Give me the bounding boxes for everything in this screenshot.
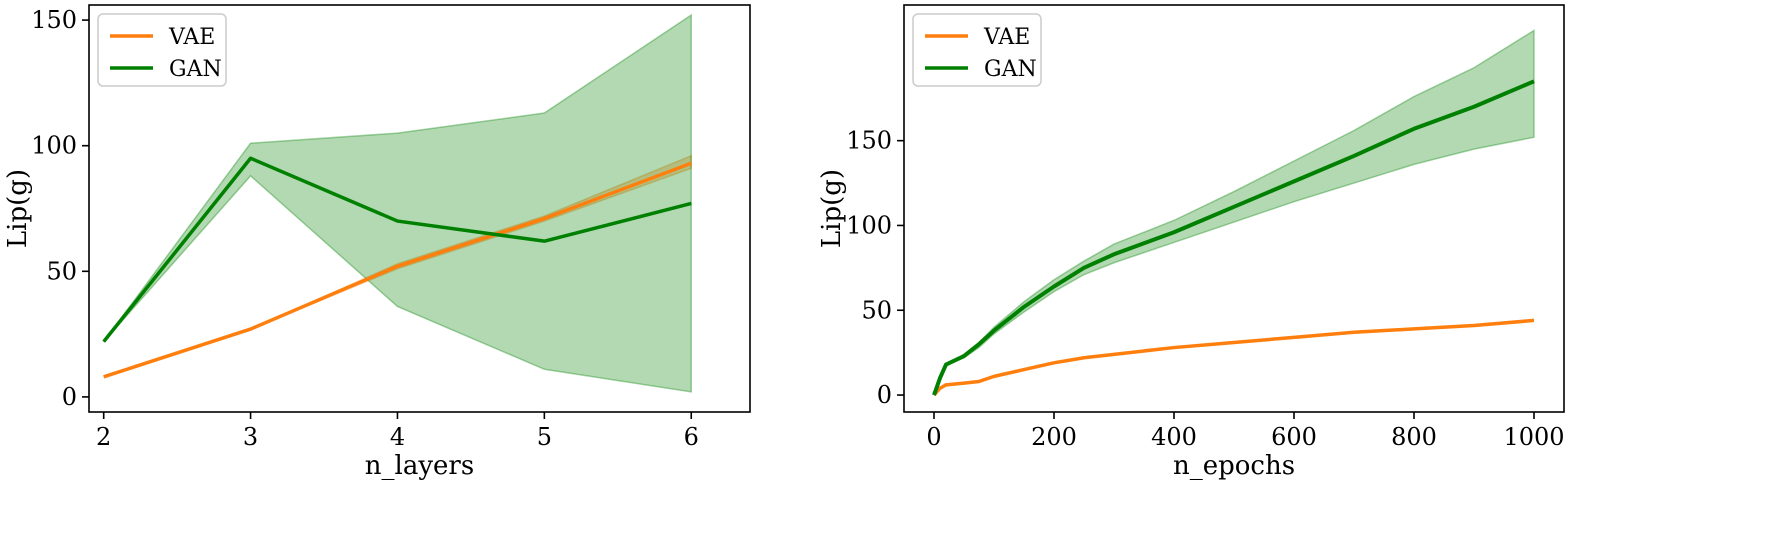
x-tick-label: 4 <box>390 423 405 451</box>
x-tick-label: 0 <box>926 423 941 451</box>
gan-line <box>932 79 1535 396</box>
y-tick-label: 50 <box>46 257 77 285</box>
y-axis-label: Lip(g) <box>3 169 33 248</box>
vae-line <box>932 318 1535 397</box>
x-axis-label: n_epochs <box>1173 451 1295 481</box>
x-tick-label: 600 <box>1271 423 1317 451</box>
y-tick-label: 100 <box>31 132 77 160</box>
x-tick-label: 200 <box>1031 423 1077 451</box>
vae-line <box>103 161 692 379</box>
legend-label-gan: GAN <box>984 57 1037 82</box>
x-tick-label: 400 <box>1151 423 1197 451</box>
y-tick-label: 0 <box>877 381 892 409</box>
x-tick-label: 6 <box>684 423 699 451</box>
axes-frame <box>88 4 751 413</box>
y-tick-label: 150 <box>846 127 892 155</box>
plot-area <box>102 13 692 393</box>
x-tick-label: 3 <box>243 423 258 451</box>
gan-line <box>102 156 692 343</box>
x-tick-label: 1000 <box>1503 423 1564 451</box>
x-tick-label: 5 <box>537 423 552 451</box>
y-tick-label: 50 <box>861 296 892 324</box>
chart-panel-2: 0 200 400 600 800 1000 0 50 100 150 n_epochs Lip(g)… <box>817 4 1565 481</box>
legend: VAE GAN <box>97 13 227 87</box>
axes-frame <box>903 4 1565 413</box>
legend-label-vae: VAE <box>168 25 215 50</box>
legend-label-vae: VAE <box>983 25 1030 50</box>
gan-band <box>933 29 1535 396</box>
plot-area <box>932 29 1535 397</box>
y-tick-label: 0 <box>62 383 77 411</box>
x-tick-label: 2 <box>96 423 111 451</box>
legend: VAE GAN <box>912 13 1042 87</box>
x-tick-label: 800 <box>1391 423 1437 451</box>
y-tick-label: 100 <box>846 211 892 239</box>
chart-panel-1: 2 3 4 5 6 0 50 100 150 n_layers Lip(g) VAE GAN <box>3 4 751 481</box>
legend-label-gan: GAN <box>169 57 222 82</box>
y-tick-label: 150 <box>31 6 77 34</box>
x-axis-label: n_layers <box>365 451 474 481</box>
y-axis-label: Lip(g) <box>817 169 847 248</box>
